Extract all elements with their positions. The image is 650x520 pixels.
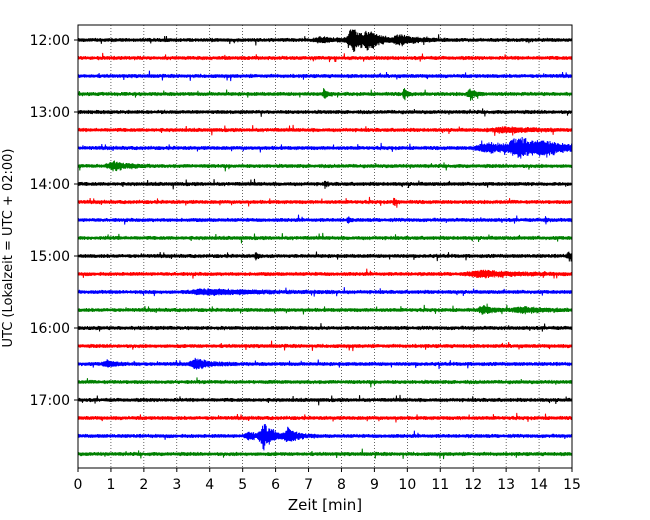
y-axis-label: UTC (Lokalzeit = UTC + 02:00) xyxy=(1,149,16,348)
x-tick-label: 6 xyxy=(271,477,280,493)
seismic-traces xyxy=(77,29,573,460)
x-tick-label: 2 xyxy=(139,477,148,493)
y-tick-label: 12:00 xyxy=(30,33,70,49)
x-tick-label: 15 xyxy=(563,477,581,493)
trace-1300 xyxy=(77,108,573,117)
y-tick-label: 13:00 xyxy=(30,105,70,121)
trace-1200 xyxy=(77,29,573,52)
trace-1215 xyxy=(77,52,573,63)
x-tick-label: 13 xyxy=(497,477,515,493)
x-tick-label: 4 xyxy=(205,477,214,493)
y-tick-label: 14:00 xyxy=(30,177,70,193)
trace-1500 xyxy=(77,251,573,262)
trace-1715 xyxy=(77,412,573,423)
x-tick-label: 8 xyxy=(337,477,346,493)
trace-1330 xyxy=(77,136,573,159)
x-tick-label: 0 xyxy=(74,477,83,493)
x-tick-label: 7 xyxy=(304,477,313,493)
trace-1600 xyxy=(77,323,573,332)
trace-1415 xyxy=(77,196,573,208)
trace-1615 xyxy=(77,340,573,352)
x-tick-label: 9 xyxy=(370,477,379,493)
trace-1630 xyxy=(77,357,573,370)
trace-1230 xyxy=(77,70,573,82)
trace-1430 xyxy=(77,214,573,225)
axes xyxy=(77,24,573,469)
trace-1530 xyxy=(77,287,573,297)
y-axis-ticks: 12:00 13:00 14:00 15:00 16:00 17:00 xyxy=(30,33,78,409)
x-axis-ticks: 0 1 2 3 4 5 6 7 8 9 10 11 12 13 14 15 xyxy=(74,468,581,493)
x-tick-label: 3 xyxy=(172,477,181,493)
x-tick-label: 1 xyxy=(106,477,115,493)
trace-1515 xyxy=(77,268,573,279)
trace-1745 xyxy=(77,448,573,460)
y-tick-label: 16:00 xyxy=(30,321,70,337)
x-tick-label: 12 xyxy=(464,477,482,493)
y-tick-label: 15:00 xyxy=(30,249,70,265)
y-tick-label: 17:00 xyxy=(30,393,70,409)
x-tick-label: 14 xyxy=(530,477,548,493)
trace-1645 xyxy=(77,377,573,388)
trace-1445 xyxy=(77,232,573,244)
x-axis-label: Zeit [min] xyxy=(288,496,362,514)
plot-frame xyxy=(77,24,573,469)
trace-1400 xyxy=(77,178,573,190)
x-tick-label: 11 xyxy=(431,477,449,493)
trace-1345 xyxy=(77,160,573,172)
trace-1730 xyxy=(77,424,573,451)
x-tick-label: 5 xyxy=(238,477,247,493)
trace-1700 xyxy=(77,394,573,406)
trace-1245 xyxy=(77,88,573,101)
x-tick-label: 10 xyxy=(398,477,416,493)
trace-1315 xyxy=(77,124,573,136)
trace-1545 xyxy=(77,303,573,315)
